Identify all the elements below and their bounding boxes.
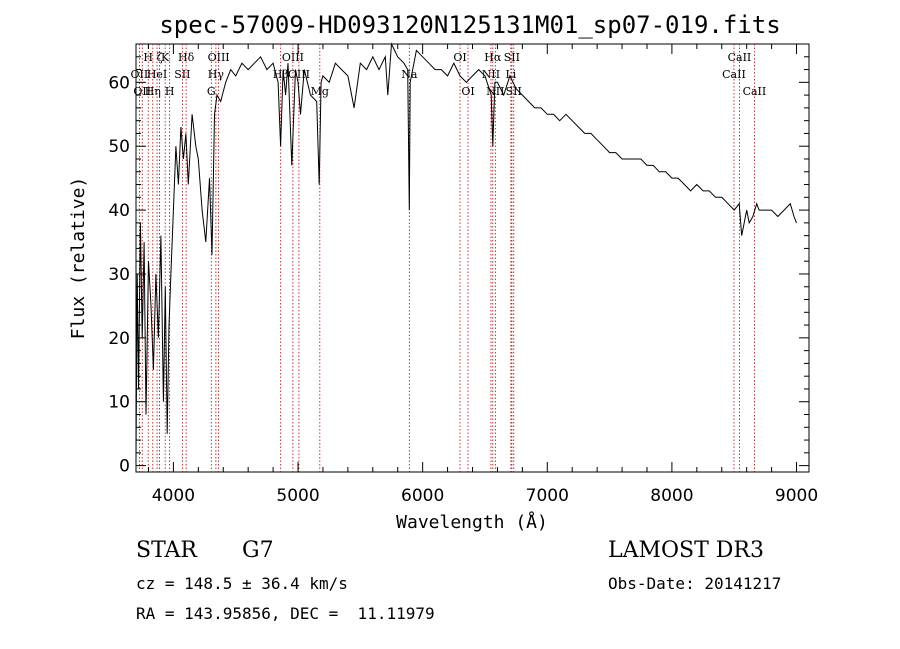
x-tick-label: 9000 <box>775 486 818 506</box>
spectral-line-label: Hη <box>145 85 161 98</box>
x-tick-label: 6000 <box>401 486 444 506</box>
y-tick-label: 60 <box>108 73 130 93</box>
x-tick-label: 8000 <box>650 486 693 506</box>
spectral-line-label: OI <box>453 51 466 64</box>
x-axis-label: Wavelength (Å) <box>396 511 548 533</box>
survey-name: LAMOST DR3 <box>608 538 764 563</box>
spectral-line-label: OIII <box>282 51 304 64</box>
spectral-line-label: ζ <box>157 51 163 64</box>
y-tick-label: 0 <box>119 457 130 477</box>
spectral-line-label: Hδ <box>178 51 195 64</box>
spectral-line-label: Hγ <box>208 68 225 81</box>
spectral-line-label: SII <box>174 68 190 81</box>
coordinates: RA = 143.95856, DEC = 11.11979 <box>136 604 435 623</box>
chart-title: spec-57009-HD093120N125131M01_sp07-019.f… <box>159 11 780 39</box>
spectral-line-label: OII <box>131 68 149 81</box>
spectrum-chart: spec-57009-HD093120N125131M01_sp07-019.f… <box>68 11 818 533</box>
spectral-line-label: CaII <box>722 68 746 81</box>
y-tick-label: 30 <box>108 265 130 285</box>
line-markers <box>138 44 755 472</box>
spectral-line-label: G <box>207 85 216 98</box>
x-axis-ticks: 4000 5000 6000 7000 8000 9000 <box>147 44 818 506</box>
x-tick-label: 4000 <box>152 486 195 506</box>
redshift-velocity: cz = 148.5 ± 36.4 km/s <box>136 574 348 593</box>
spectral-line-label: Li <box>505 68 516 81</box>
spectral-line-label: H <box>143 51 153 64</box>
y-axis-label: Flux (relative) <box>68 177 89 340</box>
spectral-line-label: Na <box>401 68 418 81</box>
y-axis-ticks: 0 10 20 30 40 50 60 <box>108 56 809 477</box>
x-tick-label: 7000 <box>526 486 569 506</box>
spectral-line-label: NII <box>482 68 500 81</box>
y-tick-label: 20 <box>108 329 130 349</box>
y-tick-label: 40 <box>108 201 130 221</box>
spectral-line-label: Mg <box>311 85 329 98</box>
spectrum-line <box>135 42 797 460</box>
object-class: STAR <box>136 538 197 563</box>
spectral-line-label: Hα <box>484 51 502 64</box>
spectral-line-label: H <box>165 85 175 98</box>
spectral-line-label: SII <box>504 51 520 64</box>
spectral-line-label: K <box>161 51 170 64</box>
x-tick-label: 5000 <box>276 486 319 506</box>
spectral-line-label: OIII <box>208 51 230 64</box>
spectral-line-label: OI <box>461 85 474 98</box>
observation-date: Obs-Date: 20141217 <box>608 574 782 593</box>
spectral-line-label: CaII <box>743 85 767 98</box>
y-tick-label: 10 <box>108 393 130 413</box>
plot-frame <box>135 43 810 473</box>
spectral-line-label: CaII <box>728 51 752 64</box>
y-tick-label: 50 <box>108 137 130 157</box>
spectral-line-label: SII <box>506 85 522 98</box>
spectral-line-label: HeI <box>147 68 167 81</box>
subclass: G7 <box>242 538 274 563</box>
